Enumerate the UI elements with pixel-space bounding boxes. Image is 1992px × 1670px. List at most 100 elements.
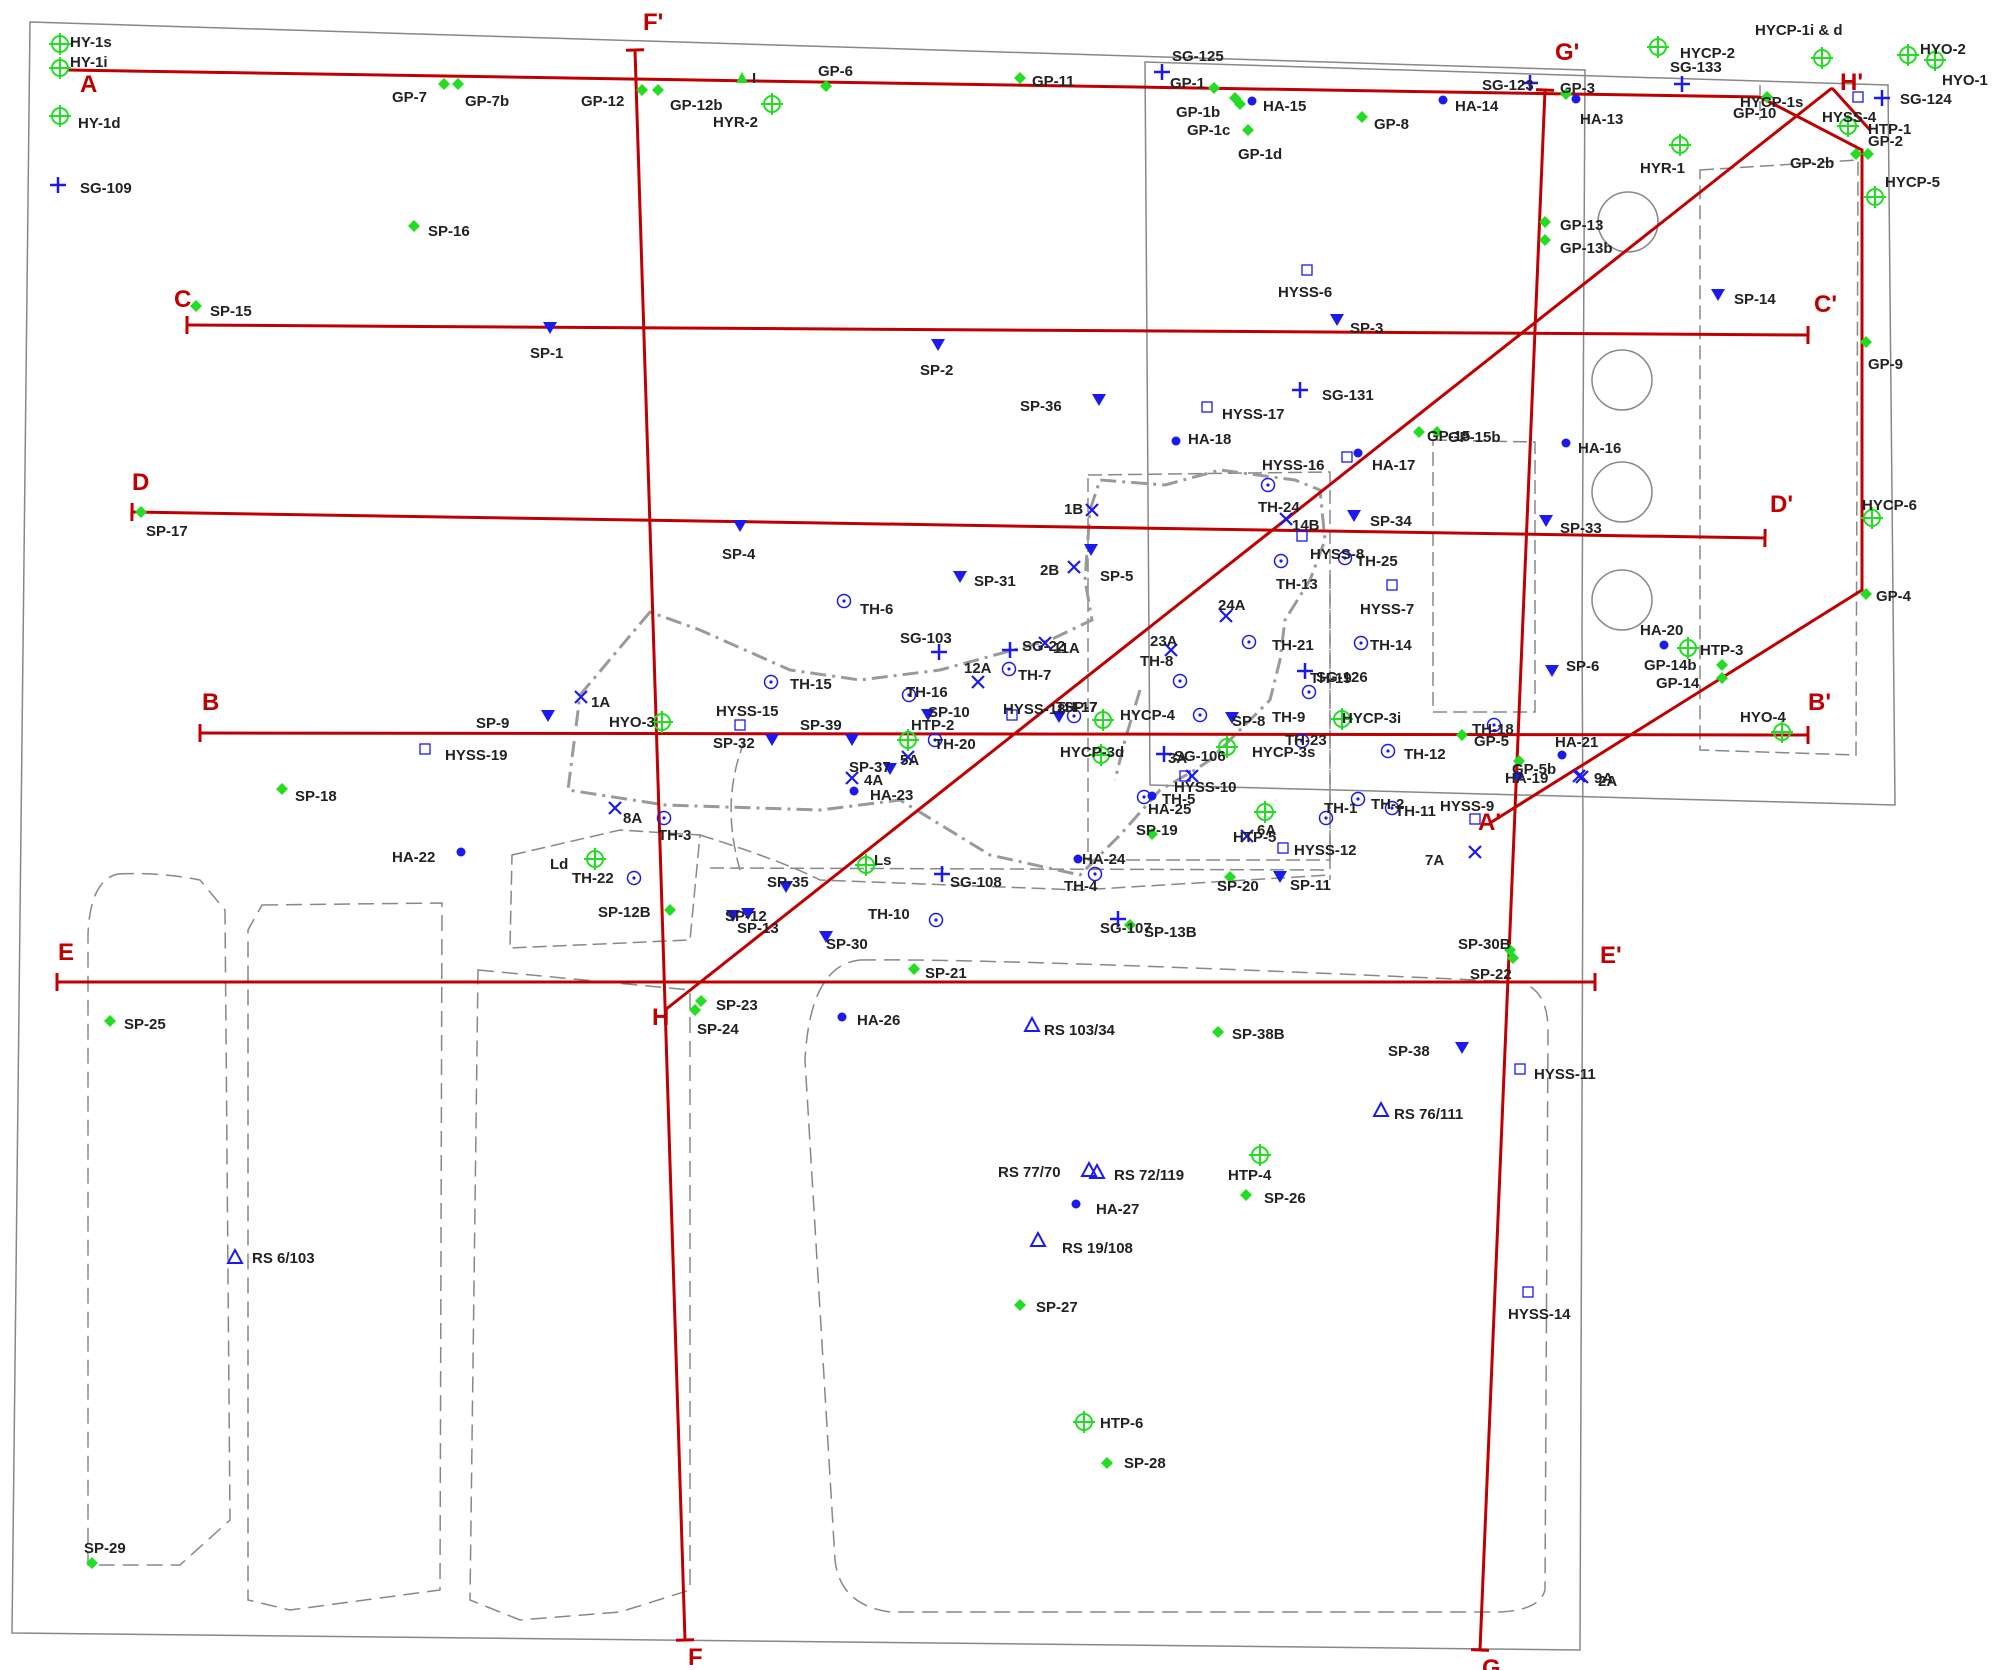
- label-sp-37: SP-37: [849, 759, 891, 776]
- ha-24-dot-icon: [1073, 854, 1083, 864]
- th-3-circle-dot-icon: [656, 810, 672, 826]
- sp-24-diamond-icon: [689, 1004, 701, 1016]
- label-hycp-6: HYCP-6: [1862, 497, 1917, 514]
- label-sp-17: SP-17: [146, 523, 188, 540]
- th-8-circle-dot-icon: [1172, 673, 1188, 689]
- sp-12-triangle-icon: [741, 908, 755, 920]
- label-hycp-4: HYCP-4: [1120, 707, 1176, 724]
- sp-6-triangle-icon: [1545, 665, 1559, 677]
- label-i: I: [752, 70, 756, 87]
- th-15-circle-dot-icon: [763, 674, 779, 690]
- gp-10-diamond-icon: [1761, 91, 1773, 103]
- sp-21-diamond-icon: [908, 963, 920, 975]
- label-gp-2b: GP-2b: [1790, 155, 1834, 172]
- sg-124-plus-icon: [1874, 90, 1890, 106]
- hy-1s-crosshair-icon: [49, 33, 71, 55]
- hyss-16-square-icon: [1341, 451, 1353, 463]
- hyss-18-square-icon: [1006, 709, 1018, 721]
- label-sp-22: SP-22: [1470, 966, 1512, 983]
- ls-crosshair-icon: [855, 854, 877, 876]
- sp-29-diamond-icon: [86, 1557, 98, 1569]
- gp-4-diamond-icon: [1860, 588, 1872, 600]
- label-sp-28: SP-28: [1124, 1455, 1166, 1472]
- label-2b: 2B: [1040, 562, 1059, 579]
- label-hycp-1s: HYCP-1s: [1740, 94, 1803, 111]
- section-label-end: B': [1808, 689, 1831, 716]
- 11a-x-icon: [1038, 636, 1052, 650]
- hycp-4-crosshair-icon: [1092, 709, 1114, 731]
- sp-11-triangle-icon: [1273, 871, 1287, 883]
- label-th-10: TH-10: [868, 906, 910, 923]
- section-label-start: E: [58, 939, 74, 966]
- ha-26-dot-icon: [837, 1012, 847, 1022]
- 9a-x-icon: [1575, 770, 1589, 784]
- label-sg-108: SG-108: [950, 874, 1002, 891]
- section-line-c: C C': [174, 286, 1837, 345]
- label-hyss-7: HYSS-7: [1360, 601, 1414, 618]
- label-sp-26: SP-26: [1264, 1190, 1306, 1207]
- label-sp-31: SP-31: [974, 573, 1016, 590]
- label-htp-4: HTP-4: [1228, 1167, 1272, 1184]
- label-hyss-16: HYSS-16: [1262, 457, 1325, 474]
- label-hycp-1i-d: HYCP-1i & d: [1755, 22, 1843, 39]
- gp-1d-diamond-icon: [1242, 124, 1254, 136]
- gp-15-diamond-icon: [1413, 426, 1425, 438]
- section-line-a: A A': [67, 68, 1864, 836]
- hyss-10-square-icon: [1179, 770, 1191, 782]
- label-sp-18: SP-18: [295, 788, 337, 805]
- ha-17-dot-icon: [1353, 448, 1363, 458]
- label-sg-109: SG-109: [80, 180, 132, 197]
- sp-32-triangle-icon: [765, 734, 779, 746]
- 1a-x-icon: [574, 690, 588, 704]
- 8a-x-icon: [608, 801, 622, 815]
- label-gp-1: GP-1: [1170, 75, 1205, 92]
- section-label-start: B: [202, 689, 219, 716]
- label-gp-8: GP-8: [1374, 116, 1409, 133]
- gp-1-diamond-icon: [1208, 82, 1220, 94]
- label-gp-12: GP-12: [581, 93, 624, 110]
- sp-19-diamond-icon: [1146, 828, 1158, 840]
- hyss-7-square-icon: [1386, 579, 1398, 591]
- ha-16-dot-icon: [1561, 438, 1571, 448]
- label-th-8: TH-8: [1140, 653, 1173, 670]
- label-th-17: TH-17: [1056, 699, 1098, 716]
- label-sp-10: SP-10: [928, 704, 970, 721]
- 6a-x-icon: [1240, 829, 1254, 843]
- sg-131-plus-icon: [1292, 382, 1308, 398]
- label-th-5: TH-5: [1162, 791, 1195, 808]
- label-th-25: TH-25: [1356, 553, 1398, 570]
- label-sp-16: SP-16: [428, 223, 470, 240]
- section-line-g: G G': [1470, 39, 1579, 1670]
- sg-108-plus-icon: [934, 866, 950, 882]
- label-sg-124: SG-124: [1900, 91, 1952, 108]
- section-label-end: C': [1814, 291, 1837, 318]
- sp-25-diamond-icon: [104, 1015, 116, 1027]
- sp-16-diamond-icon: [408, 220, 420, 232]
- label-sp-34: SP-34: [1370, 513, 1412, 530]
- label-rs-77-70: RS 77/70: [998, 1164, 1061, 1181]
- label-ha-18: HA-18: [1188, 431, 1231, 448]
- sp-12b-diamond-icon: [664, 904, 676, 916]
- gp-3-diamond-icon: [1560, 88, 1572, 100]
- sp-1-triangle-icon: [543, 322, 557, 334]
- htp-1-crosshair-icon: [1837, 115, 1859, 137]
- section-label-start: G: [1482, 1655, 1501, 1670]
- label-htp-5: HTP-5: [1233, 829, 1276, 846]
- section-label-start: H: [652, 1004, 669, 1031]
- htp-2-crosshair-icon: [897, 729, 919, 751]
- th-22-circle-dot-icon: [626, 870, 642, 886]
- 24a-x-icon: [1219, 609, 1233, 623]
- sp-39-triangle-icon: [845, 734, 859, 746]
- sp-37-triangle-icon: [883, 763, 897, 775]
- th-9-circle-dot-icon: [1192, 707, 1208, 723]
- rs-103-34-triangle-icon: [1023, 1015, 1041, 1032]
- label-ha-19: HA-19: [1505, 770, 1548, 787]
- label-gp-12b: GP-12b: [670, 97, 723, 114]
- label-ha-16: HA-16: [1578, 440, 1621, 457]
- hyss-15-square-icon: [734, 719, 746, 731]
- th-7-circle-dot-icon: [1001, 661, 1017, 677]
- hyr-1-crosshair-icon: [1669, 134, 1691, 156]
- sg-133-plus-icon: [1674, 76, 1690, 92]
- label-gp-13: GP-13: [1560, 217, 1603, 234]
